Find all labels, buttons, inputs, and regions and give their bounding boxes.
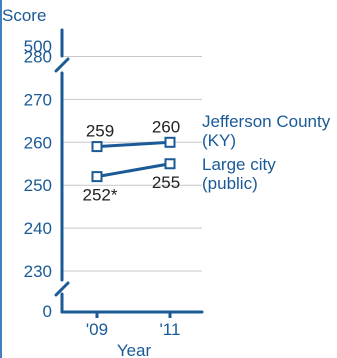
left-rule [0, 0, 2, 358]
y-tick-label-250: 250 [24, 176, 52, 195]
series-2-data-label-0: 252* [83, 186, 118, 205]
y-tick-label-230: 230 [24, 262, 52, 281]
series-1-point-1 [164, 136, 176, 148]
series-2-point-0 [91, 171, 103, 183]
series-1-line [96, 140, 171, 149]
y-axis-title: Score [2, 6, 46, 25]
y-axis-break-mark-top [54, 57, 70, 73]
y-axis-break-mark-bottom [54, 281, 70, 297]
y-tick-label-280: 280 [24, 48, 52, 67]
series-1-point-0 [91, 141, 103, 153]
y-break-bottom-tick: 0 [43, 302, 52, 321]
series-1-data-label-1: 260 [152, 117, 180, 136]
legend-series-2-line-2: (public) [202, 174, 258, 193]
y-tick-label-240: 240 [24, 219, 52, 238]
legend-series-1-line-2: (KY) [202, 131, 236, 150]
series-2-point-1 [164, 158, 176, 170]
legend-layer: Jefferson County (KY) Large city (public… [202, 112, 331, 193]
y-tick-label-270: 270 [24, 90, 52, 109]
legend-series-2-line-1: Large city [202, 155, 276, 174]
y-tick-label-260: 260 [24, 133, 52, 152]
grid-layer [62, 56, 202, 272]
x-tick-label-11: '11 [160, 320, 181, 339]
series-2-line [96, 162, 171, 179]
series-1-data-label-0: 259 [86, 122, 114, 141]
y-break-top-tick: 500 [24, 37, 52, 56]
axis-layer: Score Year 500 0 '09 '11 230 240 250 260 270… [2, 6, 204, 358]
x-axis-title: Year [117, 341, 152, 358]
x-tick-label-09: '09 [86, 320, 108, 339]
series-2-data-label-1: 255 [152, 173, 180, 192]
legend-series-1-line-1: Jefferson County [202, 112, 331, 131]
series-layer: 259 260 252* 255 [83, 117, 181, 204]
